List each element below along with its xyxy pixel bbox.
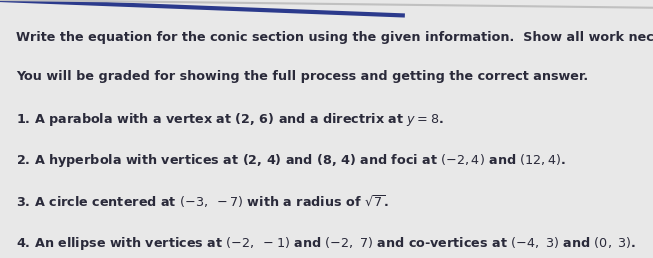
Text: 1. A parabola with a vertex at (2, 6) and a directrix at $y = 8$.: 1. A parabola with a vertex at (2, 6) an… (16, 111, 444, 128)
Text: 4. An ellipse with vertices at $(-2,\ -1)$ and $(-2,\ 7)$ and co-vertices at $(-: 4. An ellipse with vertices at $(-2,\ -1… (16, 235, 637, 252)
Text: You will be graded for showing the full process and getting the correct answer.: You will be graded for showing the full … (16, 70, 588, 83)
Text: 3. A circle centered at $(-3,\ -7)$ with a radius of $\sqrt{7}$.: 3. A circle centered at $(-3,\ -7)$ with… (16, 194, 389, 210)
Text: Write the equation for the conic section using the given information.  Show all : Write the equation for the conic section… (16, 31, 653, 44)
Text: 2. A hyperbola with vertices at (2, 4) and (8, 4) and foci at $(-2, 4)$ and $(12: 2. A hyperbola with vertices at (2, 4) a… (16, 152, 566, 169)
